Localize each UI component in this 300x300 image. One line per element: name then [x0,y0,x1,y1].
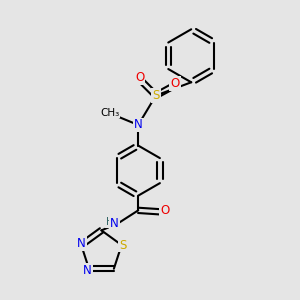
Text: N: N [110,217,119,230]
Text: N: N [134,118,142,131]
Text: H: H [106,217,114,227]
Text: N: N [77,237,85,250]
Text: N: N [83,264,92,277]
Text: S: S [152,89,160,102]
Text: S: S [119,238,127,251]
Text: O: O [160,204,169,217]
Text: CH₃: CH₃ [100,108,119,118]
Text: O: O [135,71,144,84]
Text: O: O [170,77,180,90]
